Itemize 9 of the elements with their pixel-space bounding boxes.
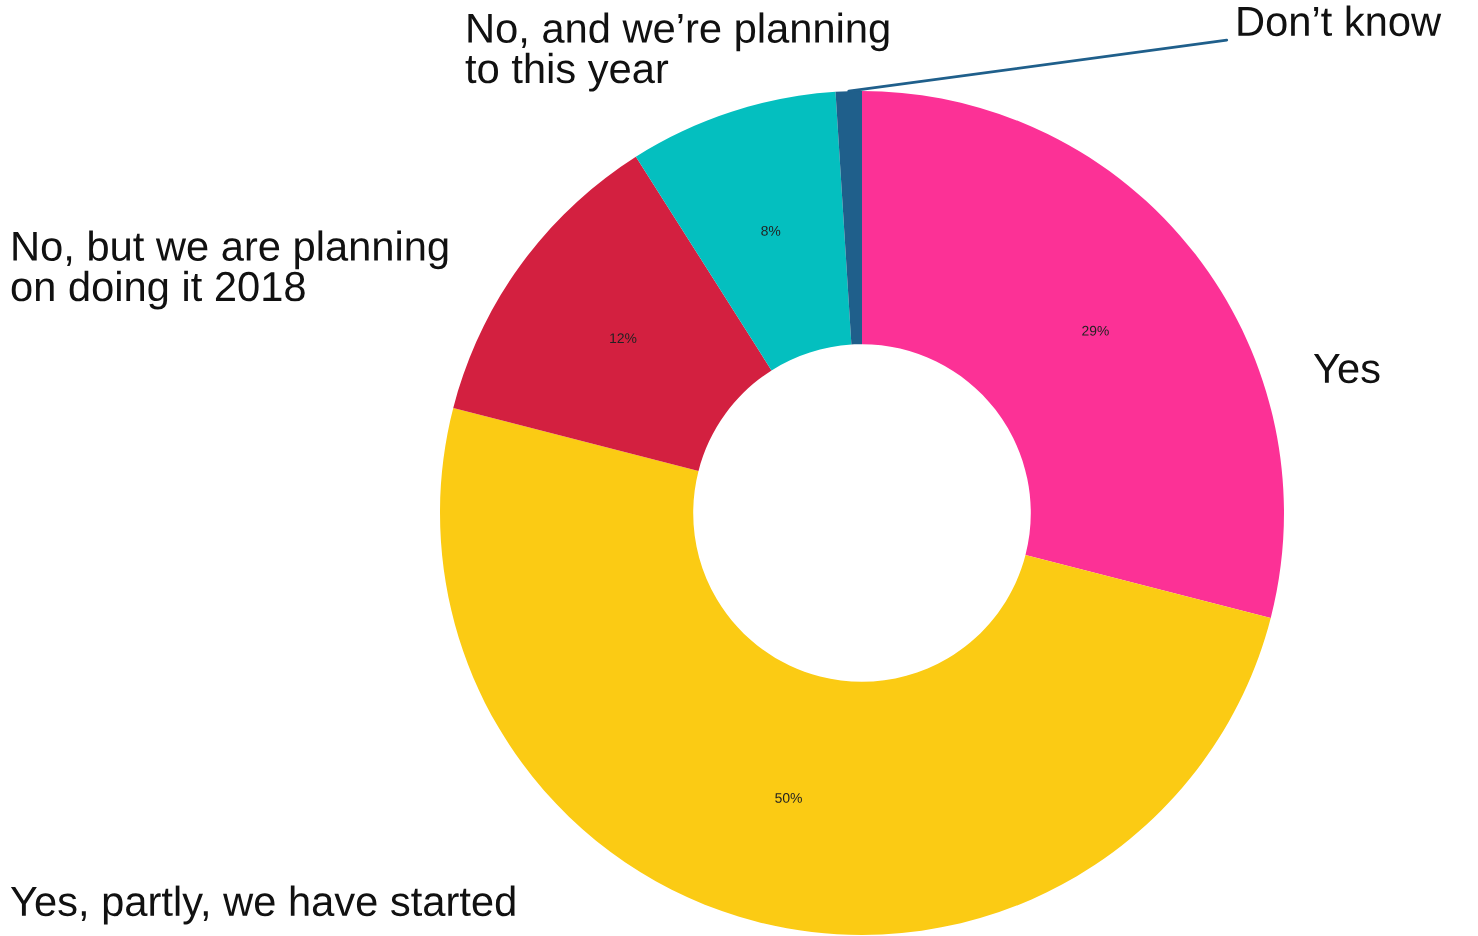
slice-label: No, but we are planning on doing it 2018 <box>11 230 448 310</box>
data-label: 8% <box>761 225 781 236</box>
slice-label: Yes <box>1313 354 1380 384</box>
slice-label: Don’t know <box>1238 5 1442 37</box>
data-label: 12% <box>610 333 637 344</box>
data-label: 50% <box>775 793 802 803</box>
slice-label: Yes, partly, we have started <box>10 885 515 925</box>
data-label: 29% <box>1082 325 1109 336</box>
slice-label: No, and we’re planning to this year <box>465 12 889 92</box>
